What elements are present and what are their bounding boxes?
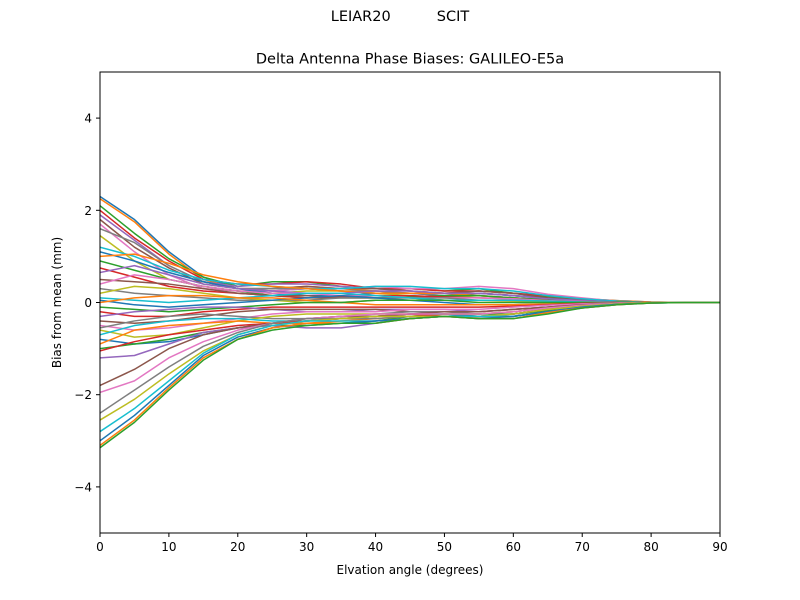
series-layer bbox=[100, 195, 720, 449]
x-tick-label: 70 bbox=[575, 540, 590, 554]
chart-title: Delta Antenna Phase Biases: GALILEO-E5a bbox=[256, 52, 564, 68]
x-tick-label: 0 bbox=[96, 540, 104, 554]
figure-suptitle: LEIAR20 SCIT bbox=[330, 9, 470, 25]
x-tick-label: 20 bbox=[230, 540, 245, 554]
y-tick-label: 0 bbox=[84, 296, 92, 310]
y-tick-label: −4 bbox=[74, 480, 92, 494]
x-tick-label: 80 bbox=[643, 540, 658, 554]
x-tick-label: 10 bbox=[161, 540, 176, 554]
y-tick-label: −2 bbox=[74, 388, 92, 402]
y-axis: −4 −2 0 2 4 bbox=[74, 112, 100, 494]
series-line-10 bbox=[100, 246, 720, 304]
x-tick-label: 90 bbox=[712, 540, 727, 554]
series-line-43 bbox=[100, 301, 720, 449]
y-axis-label: Bias from mean (mm) bbox=[50, 237, 64, 368]
y-tick-label: 2 bbox=[84, 204, 92, 218]
x-tick-label: 30 bbox=[299, 540, 314, 554]
y-tick-label: 4 bbox=[84, 112, 92, 126]
x-tick-label: 50 bbox=[437, 540, 452, 554]
x-axis: 0 10 20 30 40 50 60 70 80 90 bbox=[96, 533, 728, 554]
x-tick-label: 60 bbox=[506, 540, 521, 554]
x-axis-label: Elvation angle (degrees) bbox=[337, 563, 484, 577]
x-tick-label: 40 bbox=[368, 540, 383, 554]
